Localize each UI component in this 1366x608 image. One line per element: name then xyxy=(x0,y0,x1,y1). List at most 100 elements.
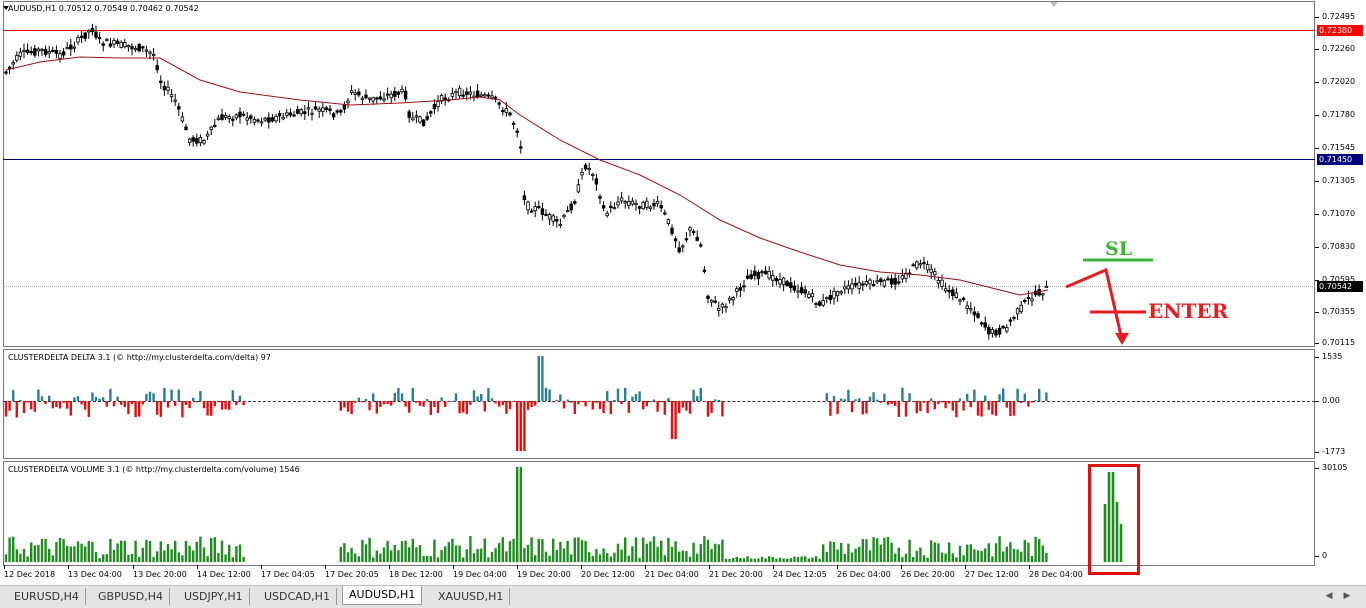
candle-body xyxy=(612,207,617,210)
delta-bar-negative xyxy=(894,401,897,406)
delta-bar-positive xyxy=(843,399,846,401)
candle-body xyxy=(1008,319,1013,322)
volume-bar xyxy=(724,558,728,562)
resistance-level-line[interactable] xyxy=(3,30,1315,31)
volume-bar xyxy=(703,536,706,562)
time-tick: 26 Dec 20:00 xyxy=(901,565,955,579)
volume-bar xyxy=(696,553,699,562)
delta-bar-negative xyxy=(944,401,947,409)
volume-bar xyxy=(706,539,710,562)
delta-axis: 1535 0.00 -1773 xyxy=(1314,349,1366,459)
volume-bar xyxy=(879,544,882,562)
candle-body xyxy=(648,206,653,210)
volume-bar xyxy=(652,536,656,562)
delta-bar-positive xyxy=(638,391,641,401)
volume-bar xyxy=(894,553,897,562)
candle-body xyxy=(565,210,570,213)
volume-bar xyxy=(224,554,227,562)
volume-bar xyxy=(811,557,814,562)
volume-bar xyxy=(382,547,386,562)
candle-body xyxy=(382,98,386,101)
chart-menu-icon[interactable] xyxy=(3,6,9,10)
delta-bar-positive xyxy=(393,392,396,401)
delta-bar-positive xyxy=(548,389,551,401)
volume-bar xyxy=(933,542,936,562)
volume-bar xyxy=(796,557,800,562)
candle-body xyxy=(306,107,311,110)
volume-bar xyxy=(440,549,443,562)
delta-tick-min: -1773 xyxy=(1314,447,1346,456)
candle-body xyxy=(7,66,12,69)
volume-bar xyxy=(915,550,918,562)
volume-bar xyxy=(926,557,929,562)
tabs-scroll-right-icon[interactable]: ▶ xyxy=(1343,591,1351,601)
price-candles xyxy=(4,23,1153,345)
volume-bar xyxy=(595,549,598,562)
moving-average-line xyxy=(5,56,1049,296)
delta-bar-positive xyxy=(544,387,548,401)
delta-bar-positive xyxy=(1016,388,1019,401)
delta-bar-negative xyxy=(8,401,11,411)
delta-bar-negative xyxy=(375,401,378,414)
candle-body xyxy=(119,41,123,48)
tabs-scroll-left-icon[interactable]: ◀ xyxy=(1325,591,1333,601)
volume-bar xyxy=(642,537,645,562)
delta-bar-negative xyxy=(1005,401,1008,408)
candle-body xyxy=(198,137,203,144)
delta-bar-negative xyxy=(706,401,710,417)
volume-bar xyxy=(750,558,753,562)
support-level-line[interactable] xyxy=(3,159,1315,160)
volume-bar xyxy=(469,536,472,562)
tab-audusd-h1[interactable]: AUDUSD,H1 xyxy=(342,586,423,605)
candle-body xyxy=(1026,296,1031,299)
candle-body xyxy=(241,113,246,116)
candle-body xyxy=(231,118,235,121)
delta-bar-negative xyxy=(879,401,882,403)
volume-bar xyxy=(483,538,486,562)
candle-body xyxy=(1015,308,1020,315)
candle-body xyxy=(335,110,339,113)
delta-bar-negative xyxy=(429,401,432,415)
delta-bar-positive xyxy=(1038,388,1041,401)
candle-body xyxy=(259,121,264,124)
candle-body xyxy=(936,279,941,284)
candle-body xyxy=(364,94,368,99)
volume-bar xyxy=(84,546,87,562)
volume-bar xyxy=(134,540,137,562)
candle-body xyxy=(360,97,365,100)
price-axis[interactable]: 0.72495 0.72260 0.72020 0.71780 0.71545 … xyxy=(1314,1,1366,347)
volume-bar xyxy=(422,555,425,562)
candle-body xyxy=(929,268,933,273)
volume-bar xyxy=(768,556,771,562)
volume-bar xyxy=(577,537,580,562)
candle-body xyxy=(497,102,501,105)
volume-bar xyxy=(87,541,90,562)
shift-marker-icon[interactable] xyxy=(1050,2,1058,7)
delta-bar-positive xyxy=(652,399,656,401)
candle-body xyxy=(87,30,91,33)
volume-bar xyxy=(825,551,828,562)
tab-usdcad-h1[interactable]: USDCAD,H1 xyxy=(258,588,337,605)
volume-bar xyxy=(426,556,429,562)
volume-bar xyxy=(850,552,854,562)
tab-gbpusd-h4[interactable]: GBPUSD,H4 xyxy=(92,588,170,605)
tab-xauusd-h1[interactable]: XAUUSD,H1 xyxy=(432,588,511,605)
tab-eurusd-h4[interactable]: EURUSD,H4 xyxy=(8,588,86,605)
price-tick: 0.72260 xyxy=(1314,44,1356,53)
delta-bar-negative xyxy=(4,401,8,417)
delta-bar-negative xyxy=(620,401,623,405)
tab-usdjpy-h1[interactable]: USDJPY,H1 xyxy=(178,588,250,605)
candle-body xyxy=(760,271,764,274)
candle-body xyxy=(540,208,545,215)
delta-bar-positive xyxy=(40,396,44,401)
candle-body xyxy=(25,49,30,54)
delta-bar-negative xyxy=(166,401,170,408)
delta-bar-negative xyxy=(663,401,666,415)
price-chart-area[interactable] xyxy=(3,1,1315,347)
time-axis[interactable]: 12 Dec 2018 13 Dec 04:00 13 Dec 20:00 14… xyxy=(0,565,1315,582)
volume-bar xyxy=(620,549,623,562)
candle-body xyxy=(886,278,890,281)
delta-bar-positive xyxy=(91,392,94,401)
candle-body xyxy=(904,272,908,279)
candle-body xyxy=(421,119,426,127)
